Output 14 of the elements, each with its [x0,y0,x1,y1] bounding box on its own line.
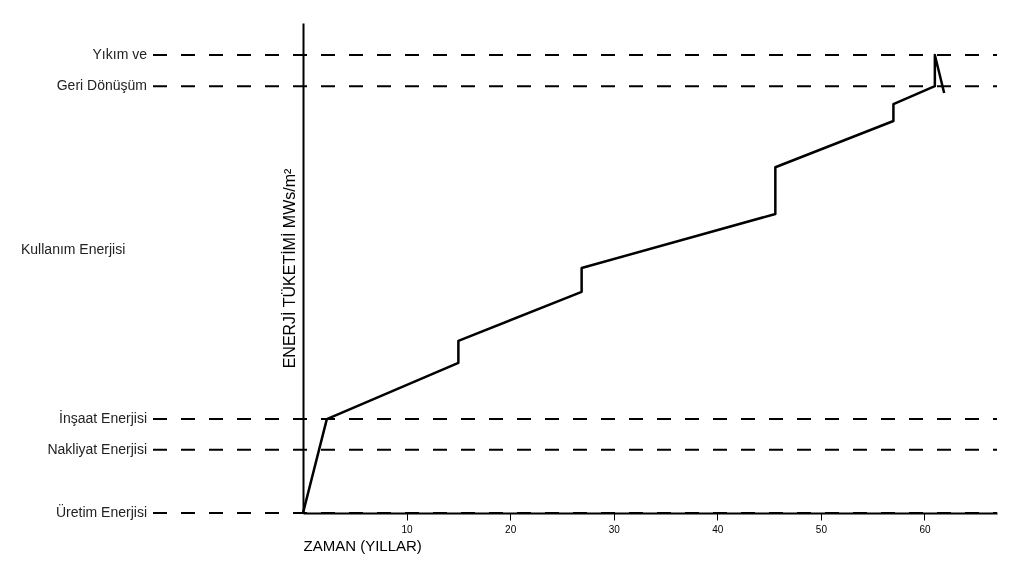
ref-line-label: Yıkım ve [92,46,148,63]
x-tick-label: 10 [401,523,414,535]
y-axis-title: ENERJİ TÜKETİMİ MWs/m² [279,167,298,369]
ref-line-label: Üretim Enerjisi [55,503,147,520]
ref-line-label: İnşaat Enerjisi [59,409,147,427]
x-axis-title: ZAMAN (YILLAR) [303,536,422,554]
x-tick-label: 20 [505,523,517,535]
x-tick-label: 60 [919,523,931,535]
text: Kullanım Enerjisi [21,241,126,257]
x-tick-label: 40 [712,523,724,535]
x-tick-label: 50 [815,523,828,535]
ref-line-label: Nakliyat Enerjisi [47,440,147,457]
ref-line-label: Geri Dönüşüm [56,77,147,94]
x-tick-label: 30 [608,523,621,535]
